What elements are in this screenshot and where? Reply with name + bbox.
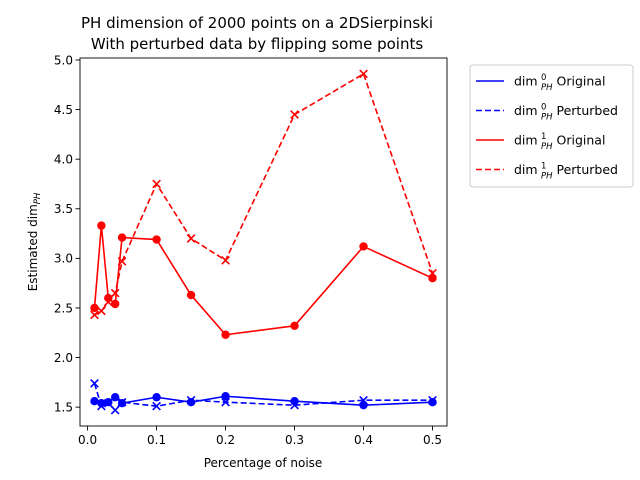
y-axis-label: Estimated dimPH	[26, 192, 43, 291]
data-point-dim1-perturbed-10	[428, 268, 437, 278]
legend-label-dim0-perturbed: dim 0 PH Perturbed	[514, 103, 618, 123]
x-tick-label: 0.3	[285, 433, 304, 447]
data-point-dim1-perturbed-2	[103, 297, 113, 307]
data-point-dim0-perturbed-6	[186, 395, 196, 405]
data-point-dim1-perturbed-1	[97, 306, 106, 316]
data-point-dim1-perturbed-7	[221, 255, 230, 265]
y-tick-label: 4.5	[54, 103, 73, 117]
x-tick-label: 0.5	[423, 433, 442, 447]
x-axis-label: Percentage of noise	[204, 456, 323, 470]
data-point-dim1-perturbed-3	[110, 288, 120, 298]
series-layer	[90, 69, 437, 415]
data-point-dim1-original-3	[110, 299, 120, 309]
data-point-dim1-perturbed-0	[90, 310, 99, 320]
data-point-dim1-perturbed-9	[359, 69, 368, 79]
series-dim1-original	[90, 221, 437, 339]
data-point-dim0-original-3	[110, 393, 120, 402]
plot-area	[80, 58, 447, 426]
legend-label-dim1-original: dim 1 PH Original	[514, 132, 605, 152]
legend-label-dim0-original: dim 0 PH Original	[514, 73, 605, 93]
x-tick-label: 0.0	[78, 433, 97, 447]
y-axis-label-base: Estimated dim	[26, 204, 40, 291]
legend-label-dim1-perturbed: dim 1 PH Perturbed	[514, 162, 618, 182]
legend-item-dim1-original: dim 1 PH Original	[476, 132, 605, 152]
y-tick-label: 3.5	[54, 202, 73, 216]
x-tick-label: 0.2	[216, 433, 235, 447]
y-tick-label: 1.5	[54, 400, 73, 414]
data-point-dim1-original-5	[152, 235, 161, 244]
y-axis: 1.5 2.0 2.5 3.0 3.5 4.0 4.5 5.0	[54, 53, 80, 414]
legend-item-dim0-original: dim 0 PH Original	[476, 73, 605, 93]
x-tick-label: 0.4	[354, 433, 373, 447]
data-point-dim1-original-0	[90, 303, 99, 313]
data-point-dim0-perturbed-9	[359, 395, 368, 405]
plot-frame	[79, 57, 448, 427]
legend-frame	[469, 64, 634, 188]
chart-title-line-1: PH dimension of 2000 points on a 2DSierp…	[81, 14, 433, 32]
data-point-dim0-original-0	[90, 397, 99, 406]
data-point-dim1-original-4	[117, 233, 127, 242]
data-point-dim0-original-7	[221, 392, 230, 401]
data-point-dim0-perturbed-0	[90, 378, 99, 388]
data-point-dim0-perturbed-4	[117, 397, 127, 407]
y-tick-label: 3.0	[54, 252, 73, 266]
data-point-dim1-perturbed-5	[152, 179, 161, 189]
data-point-dim0-perturbed-5	[152, 401, 161, 411]
data-point-dim0-perturbed-7	[221, 397, 230, 407]
data-point-dim1-perturbed-4	[117, 256, 127, 266]
y-tick-label: 4.0	[54, 152, 73, 166]
chart-title-line-2: With perturbed data by flipping some poi…	[91, 35, 424, 53]
legend: dim 0 PH Original dim 0 PH Perturbed dim 1 PH Or…	[469, 64, 634, 188]
data-point-dim0-perturbed-2	[103, 398, 113, 408]
y-axis-label-sub: PH	[33, 192, 43, 204]
data-point-dim1-original-6	[186, 290, 196, 300]
data-point-dim0-perturbed-3	[110, 405, 120, 415]
y-tick-label: 2.5	[54, 301, 73, 315]
data-point-dim1-original-8	[290, 321, 299, 331]
data-point-dim1-perturbed-8	[290, 110, 299, 119]
data-point-dim1-original-1	[97, 221, 106, 230]
y-tick-label: 2.0	[54, 351, 73, 365]
data-point-dim1-original-9	[359, 242, 368, 251]
y-tick-label: 5.0	[54, 53, 73, 67]
legend-item-dim0-perturbed: dim 0 PH Perturbed	[476, 103, 618, 123]
data-point-dim0-perturbed-8	[290, 400, 299, 410]
data-point-dim0-perturbed-1	[97, 401, 106, 411]
x-axis: 0.0 0.1 0.2 0.3 0.4 0.5	[78, 426, 442, 447]
x-tick-label: 0.1	[147, 433, 166, 447]
data-point-dim0-perturbed-10	[428, 395, 437, 405]
data-point-dim1-original-7	[221, 330, 230, 339]
data-point-dim1-perturbed-6	[186, 234, 196, 243]
legend-item-dim1-perturbed: dim 1 PH Perturbed	[476, 162, 618, 182]
data-point-dim0-original-5	[152, 393, 161, 402]
series-dim1-perturbed	[90, 69, 437, 320]
series-dim0-perturbed	[90, 378, 437, 415]
